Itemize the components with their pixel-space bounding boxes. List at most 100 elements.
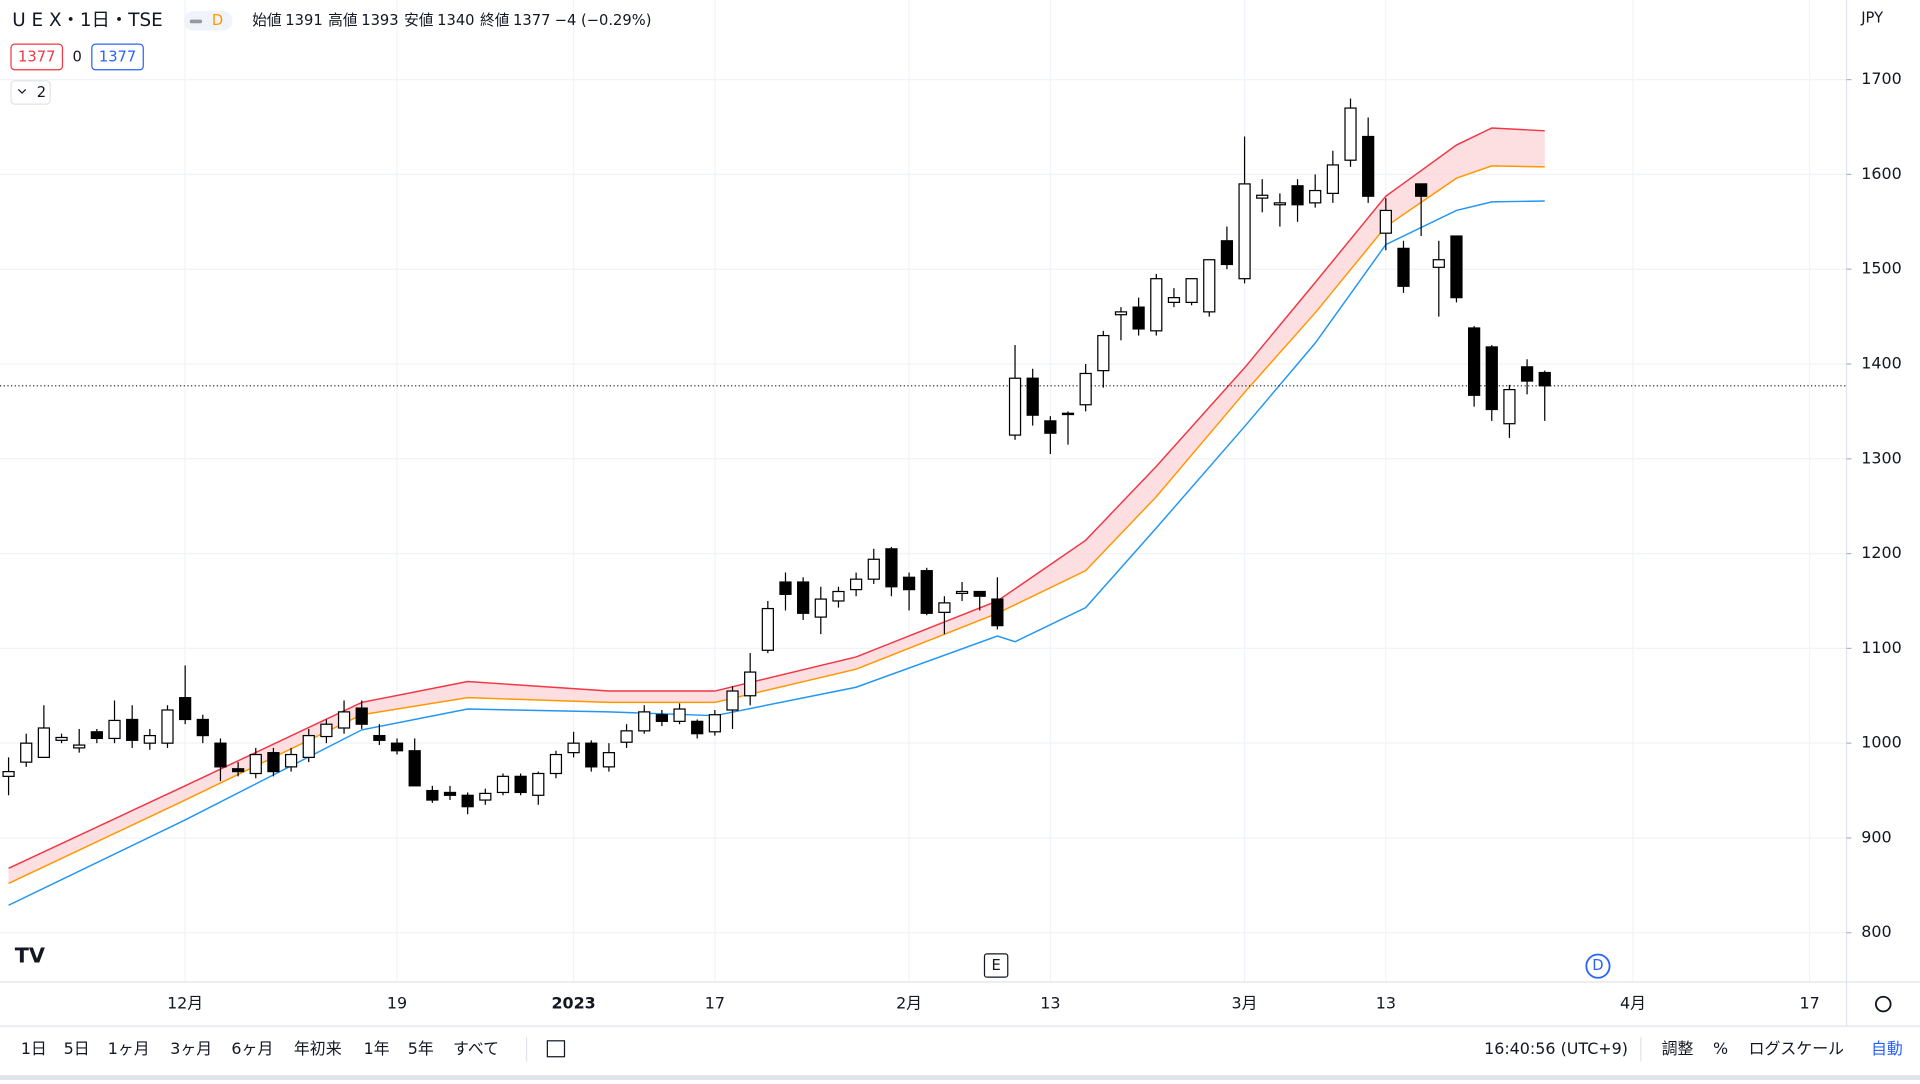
candle-body: [991, 598, 1004, 627]
range-button[interactable]: 1ヶ月: [108, 1039, 150, 1058]
status-badge: D: [212, 12, 223, 29]
y-tick-label: 1700: [1861, 69, 1901, 88]
candle-body: [55, 736, 68, 741]
candle-body: [231, 768, 245, 773]
auto-button[interactable]: 自動: [1871, 1039, 1903, 1058]
candle-body: [2, 770, 15, 777]
candle-body: [1026, 377, 1039, 416]
candle-body: [320, 723, 333, 738]
candle-body: [673, 708, 686, 722]
candle-body: [443, 791, 457, 796]
open-label: 始値: [252, 12, 282, 29]
legend-value: 0: [72, 49, 81, 66]
candle-body: [1520, 366, 1534, 382]
candle-body: [567, 742, 580, 754]
x-tick-label: 3月: [1232, 994, 1258, 1013]
candle-body: [1256, 194, 1269, 199]
y-tick-label: 1400: [1861, 353, 1901, 372]
candle-body: [532, 772, 545, 796]
legend-box-red: [10, 43, 64, 71]
candle-body: [814, 598, 827, 618]
dividend-marker[interactable]: [1585, 953, 1611, 979]
candle-body: [708, 714, 721, 733]
x-tick-label: 17: [705, 994, 725, 1013]
band-line: [8, 200, 1545, 906]
range-button[interactable]: 1年: [364, 1039, 390, 1058]
candle-body: [496, 775, 510, 794]
high-value: 1393: [361, 12, 398, 29]
range-button[interactable]: 5日: [64, 1039, 90, 1058]
candle-body: [1097, 334, 1110, 372]
close-value: 1377: [513, 12, 550, 29]
earnings-label: E: [991, 957, 1000, 974]
bottom-strip: [0, 1075, 1920, 1080]
candle-body: [337, 711, 351, 729]
candle-body: [20, 742, 33, 763]
range-button[interactable]: 3ヶ月: [170, 1039, 212, 1058]
candle-body: [1220, 240, 1234, 266]
currency[interactable]: JPY: [1860, 9, 1883, 26]
candle-body: [1485, 346, 1498, 411]
logo: TV: [15, 943, 45, 967]
candle-body: [479, 792, 492, 801]
collapse-count: 2: [37, 84, 46, 101]
status-pill: [183, 11, 233, 31]
candle-body: [744, 671, 757, 697]
x-tick-label: 2月: [896, 994, 922, 1013]
date-range-icon[interactable]: [546, 1040, 566, 1058]
change: −4 (−0.29%): [555, 12, 652, 29]
candle-body: [1167, 297, 1181, 303]
low-label: 安値: [404, 12, 434, 29]
range-button[interactable]: 1日: [21, 1039, 47, 1058]
candle-body: [73, 744, 86, 749]
range-button[interactable]: すべて: [453, 1039, 499, 1058]
collapse-button[interactable]: [10, 80, 51, 105]
dividend-label: D: [1592, 957, 1603, 974]
candle-body: [1415, 183, 1428, 197]
candle-body: [779, 581, 792, 595]
y-tick-label: 1600: [1861, 164, 1901, 183]
candle-body: [1326, 164, 1339, 194]
candle-body: [37, 727, 51, 758]
candle-body: [620, 730, 633, 743]
candle-body: [214, 742, 227, 768]
candle-body: [867, 558, 880, 580]
candle-body: [655, 714, 669, 722]
candle-body: [302, 734, 315, 758]
candle-body: [426, 789, 439, 801]
candle-body: [973, 590, 986, 597]
candle-body: [1114, 311, 1128, 316]
candle-body: [373, 734, 386, 741]
candle-body: [549, 753, 563, 775]
candle-body: [108, 719, 121, 740]
candle-body: [726, 690, 739, 711]
candle-body: [1362, 135, 1375, 197]
settings-icon[interactable]: [1875, 995, 1892, 1013]
candle-body: [585, 742, 598, 768]
y-tick-label: 900: [1861, 827, 1891, 846]
candle-body: [161, 709, 174, 744]
candle-body: [638, 711, 651, 732]
close-label: 終値: [480, 12, 510, 29]
chevron: [17, 88, 27, 94]
y-tick-label: 1000: [1861, 733, 1901, 752]
range-button[interactable]: 年初来: [294, 1039, 342, 1058]
log-button[interactable]: ログスケール: [1749, 1039, 1845, 1058]
candle-body: [1432, 259, 1445, 268]
earnings-marker[interactable]: [983, 953, 1009, 978]
candle-body: [902, 576, 916, 591]
range-button[interactable]: 5年: [408, 1039, 434, 1058]
candle-body: [1467, 327, 1481, 396]
x-tick-label: 4月: [1620, 994, 1646, 1013]
candle-body: [143, 734, 156, 744]
y-tick-label: 1100: [1861, 638, 1901, 657]
symbol[interactable]: U E X・1日・TSE: [12, 10, 163, 31]
range-button[interactable]: 6ヶ月: [231, 1039, 273, 1058]
candle-body: [849, 578, 863, 591]
band-fill: [8, 127, 1545, 884]
adjust-button[interactable]: 調整: [1662, 1039, 1694, 1058]
legend-value: 1377: [18, 49, 55, 66]
candle-body: [691, 720, 704, 735]
percent-button[interactable]: %: [1713, 1039, 1728, 1058]
